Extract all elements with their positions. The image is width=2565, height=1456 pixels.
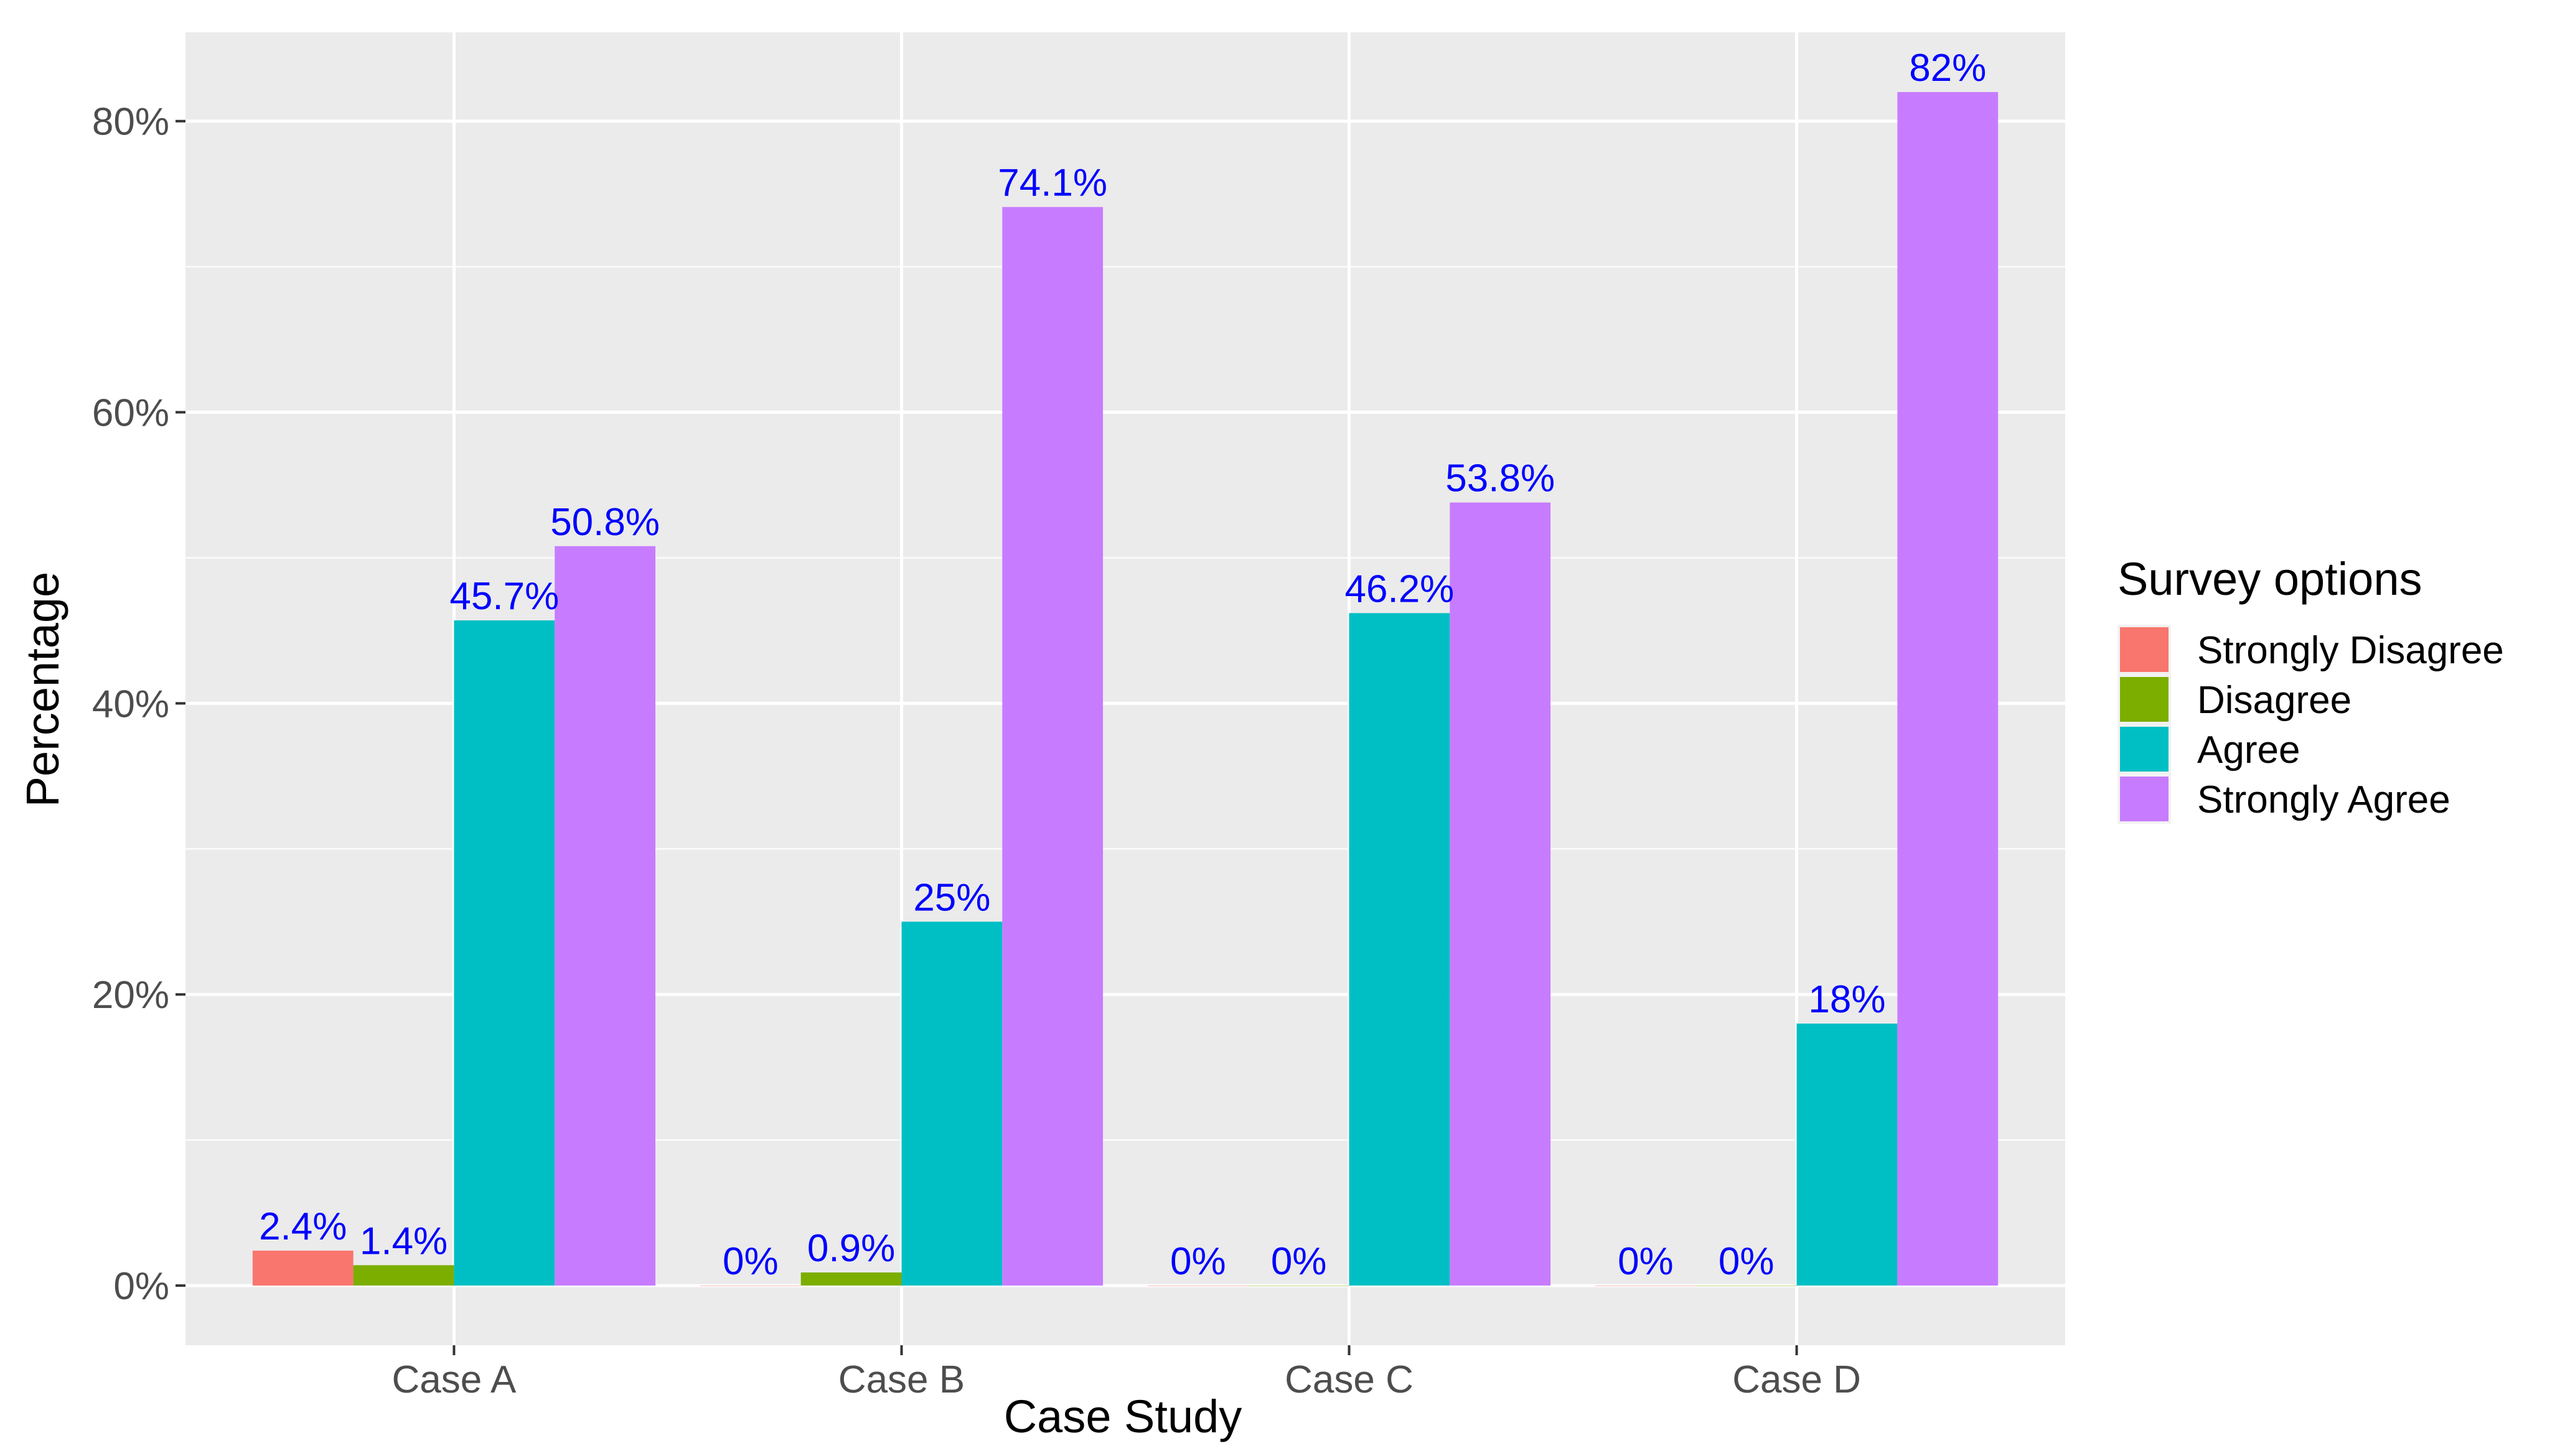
bar <box>1349 613 1450 1286</box>
data-label: 0% <box>1271 1240 1327 1283</box>
x-tick-label: Case B <box>838 1358 965 1401</box>
data-label: 0% <box>1719 1240 1775 1283</box>
bar <box>901 922 1003 1286</box>
legend: Survey options Strongly Disagree Disagree… <box>2117 553 2504 824</box>
bar <box>555 546 655 1286</box>
data-label: 0% <box>1618 1240 1674 1283</box>
bar <box>1796 1024 1898 1286</box>
legend-label: Agree <box>2197 729 2300 772</box>
y-tick-label: 40% <box>92 683 169 726</box>
legend-swatch <box>2120 727 2169 772</box>
legend-swatch <box>2120 777 2169 821</box>
data-label: 82% <box>1909 47 1986 90</box>
data-labels: 2.4% 1.4% 45.7% 50.8% 0% 0.9% 25% 74.1% 0% 0% 46.2… <box>259 47 1986 1283</box>
legend-swatch <box>2120 627 2169 672</box>
bar <box>353 1265 454 1286</box>
data-label: 2.4% <box>259 1205 347 1248</box>
data-label: 0% <box>723 1240 779 1283</box>
y-tick-label: 80% <box>92 101 169 144</box>
x-axis: Case A Case B Case C Case D <box>392 1345 1861 1401</box>
x-axis-title: Case Study <box>1004 1391 1242 1442</box>
bar <box>800 1272 902 1286</box>
legend-title: Survey options <box>2117 553 2422 605</box>
y-tick-label: 20% <box>92 974 169 1017</box>
y-axis: 0% 20% 40% 60% 80% <box>92 101 185 1308</box>
legend-label: Disagree <box>2197 679 2352 722</box>
legend-swatch <box>2120 677 2169 722</box>
bar <box>454 620 555 1286</box>
bar <box>1450 502 1551 1286</box>
x-tick-label: Case D <box>1732 1358 1861 1401</box>
data-label: 45.7% <box>449 575 559 618</box>
data-label: 0.9% <box>807 1227 895 1270</box>
y-axis-title: Percentage <box>17 572 68 808</box>
bar <box>252 1250 354 1286</box>
x-tick-label: Case C <box>1285 1358 1414 1401</box>
data-label: 25% <box>913 876 990 919</box>
x-tick-label: Case A <box>392 1358 517 1401</box>
bars <box>252 91 1999 1286</box>
data-label: 46.2% <box>1345 567 1455 610</box>
data-label: 0% <box>1170 1240 1226 1283</box>
data-label: 1.4% <box>360 1220 448 1262</box>
bar <box>1897 91 1999 1286</box>
y-tick-label: 0% <box>113 1265 169 1308</box>
data-label: 18% <box>1808 978 1885 1021</box>
data-label: 50.8% <box>550 501 660 544</box>
legend-label: Strongly Agree <box>2197 778 2450 821</box>
bar <box>1002 207 1104 1286</box>
legend-label: Strongly Disagree <box>2197 629 2504 672</box>
y-tick-label: 60% <box>92 392 169 435</box>
data-label: 74.1% <box>998 162 1107 205</box>
data-label: 53.8% <box>1445 457 1555 500</box>
